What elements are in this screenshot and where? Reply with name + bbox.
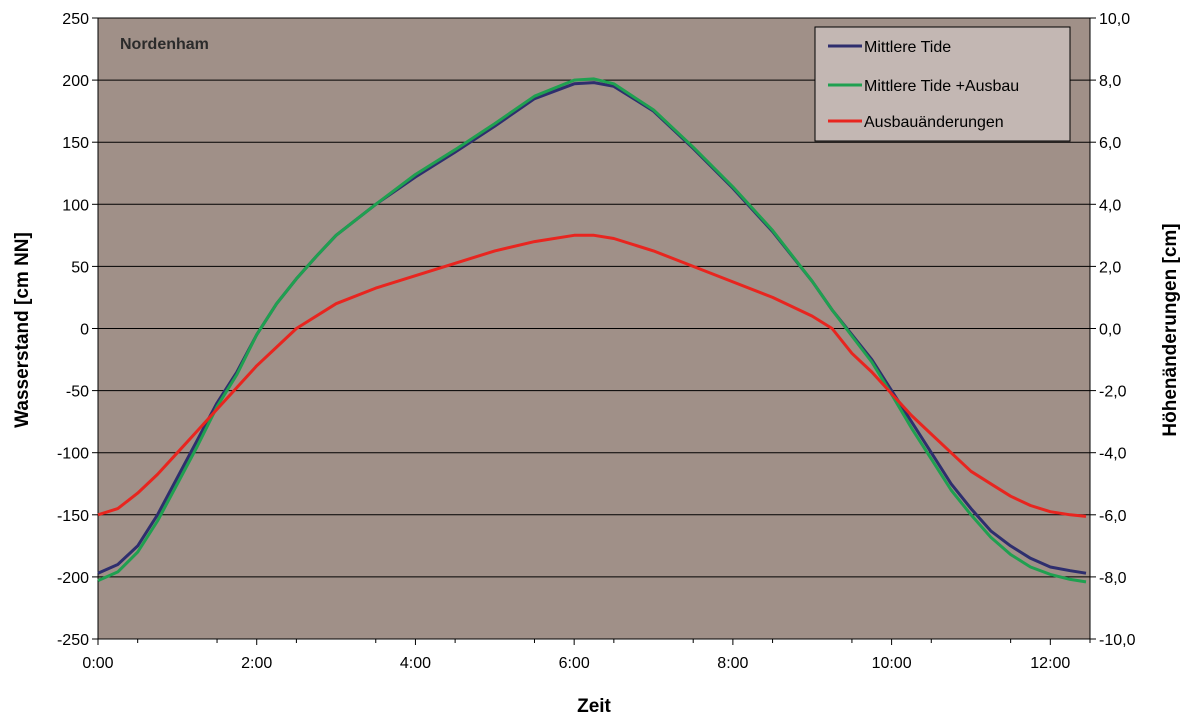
- x-axis-title: Zeit: [577, 696, 611, 717]
- y-tick-label: 250: [62, 11, 89, 28]
- legend-label-ausbauaenderungen: Ausbauänderungen: [864, 114, 1004, 131]
- y-tick-label: -250: [57, 632, 89, 649]
- y-tick-label: 50: [71, 259, 89, 276]
- x-tick-label: 12:00: [1030, 655, 1070, 672]
- y2-tick-label: 10,0: [1099, 11, 1130, 28]
- y2-tick-label: 4,0: [1099, 197, 1121, 214]
- x-tick-label: 8:00: [717, 655, 748, 672]
- legend: Mittlere Tide Mittlere Tide +Ausbau Ausb…: [814, 26, 1071, 142]
- legend-label-mittlere-tide: Mittlere Tide: [864, 39, 951, 56]
- y2-tick-label: 0,0: [1099, 322, 1121, 339]
- y-tick-label: -200: [57, 570, 89, 587]
- y2-tick-label: -2,0: [1099, 384, 1127, 401]
- y2-tick-label: -6,0: [1099, 508, 1127, 525]
- y2-tick-label: -10,0: [1099, 632, 1136, 649]
- x-tick-label: 4:00: [400, 655, 431, 672]
- y-tick-label: -150: [57, 508, 89, 525]
- y-tick-label: -50: [66, 384, 89, 401]
- series-lines: [97, 77, 1087, 584]
- y2-tick-label: 8,0: [1099, 73, 1121, 90]
- series-line-mittlere-tide-ausbau: [97, 77, 1087, 584]
- y-tick-label: 150: [62, 135, 89, 152]
- y-tick-label: -100: [57, 446, 89, 463]
- y-tick-label: 0: [80, 322, 89, 339]
- x-tick-label: 10:00: [872, 655, 912, 672]
- x-tick-label: 2:00: [241, 655, 272, 672]
- y-axis-title: Wasserstand [cm NN]: [12, 232, 33, 428]
- y2-axis-title: Höhenänderungen [cm]: [1160, 223, 1181, 436]
- series-line-mittlere-tide: [97, 81, 1087, 575]
- y2-tick-label: 2,0: [1099, 259, 1121, 276]
- y2-tick-label: -4,0: [1099, 446, 1127, 463]
- y2-tick-label: 6,0: [1099, 135, 1121, 152]
- y2-tick-label: -8,0: [1099, 570, 1127, 587]
- axes: 250 10,0 200 8,0 150 6,0 100 4,0 50 2,0 0 0,0 -50 -2,…: [57, 11, 1136, 672]
- x-tick-label: 0:00: [82, 655, 113, 672]
- series-line-ausbauaenderungen: [97, 233, 1087, 518]
- y-tick-label: 200: [62, 73, 89, 90]
- x-tick-label: 6:00: [559, 655, 590, 672]
- panel-title: Nordenham: [120, 36, 209, 53]
- y-tick-label: 100: [62, 197, 89, 214]
- legend-label-mittlere-tide-ausbau: Mittlere Tide +Ausbau: [864, 78, 1019, 95]
